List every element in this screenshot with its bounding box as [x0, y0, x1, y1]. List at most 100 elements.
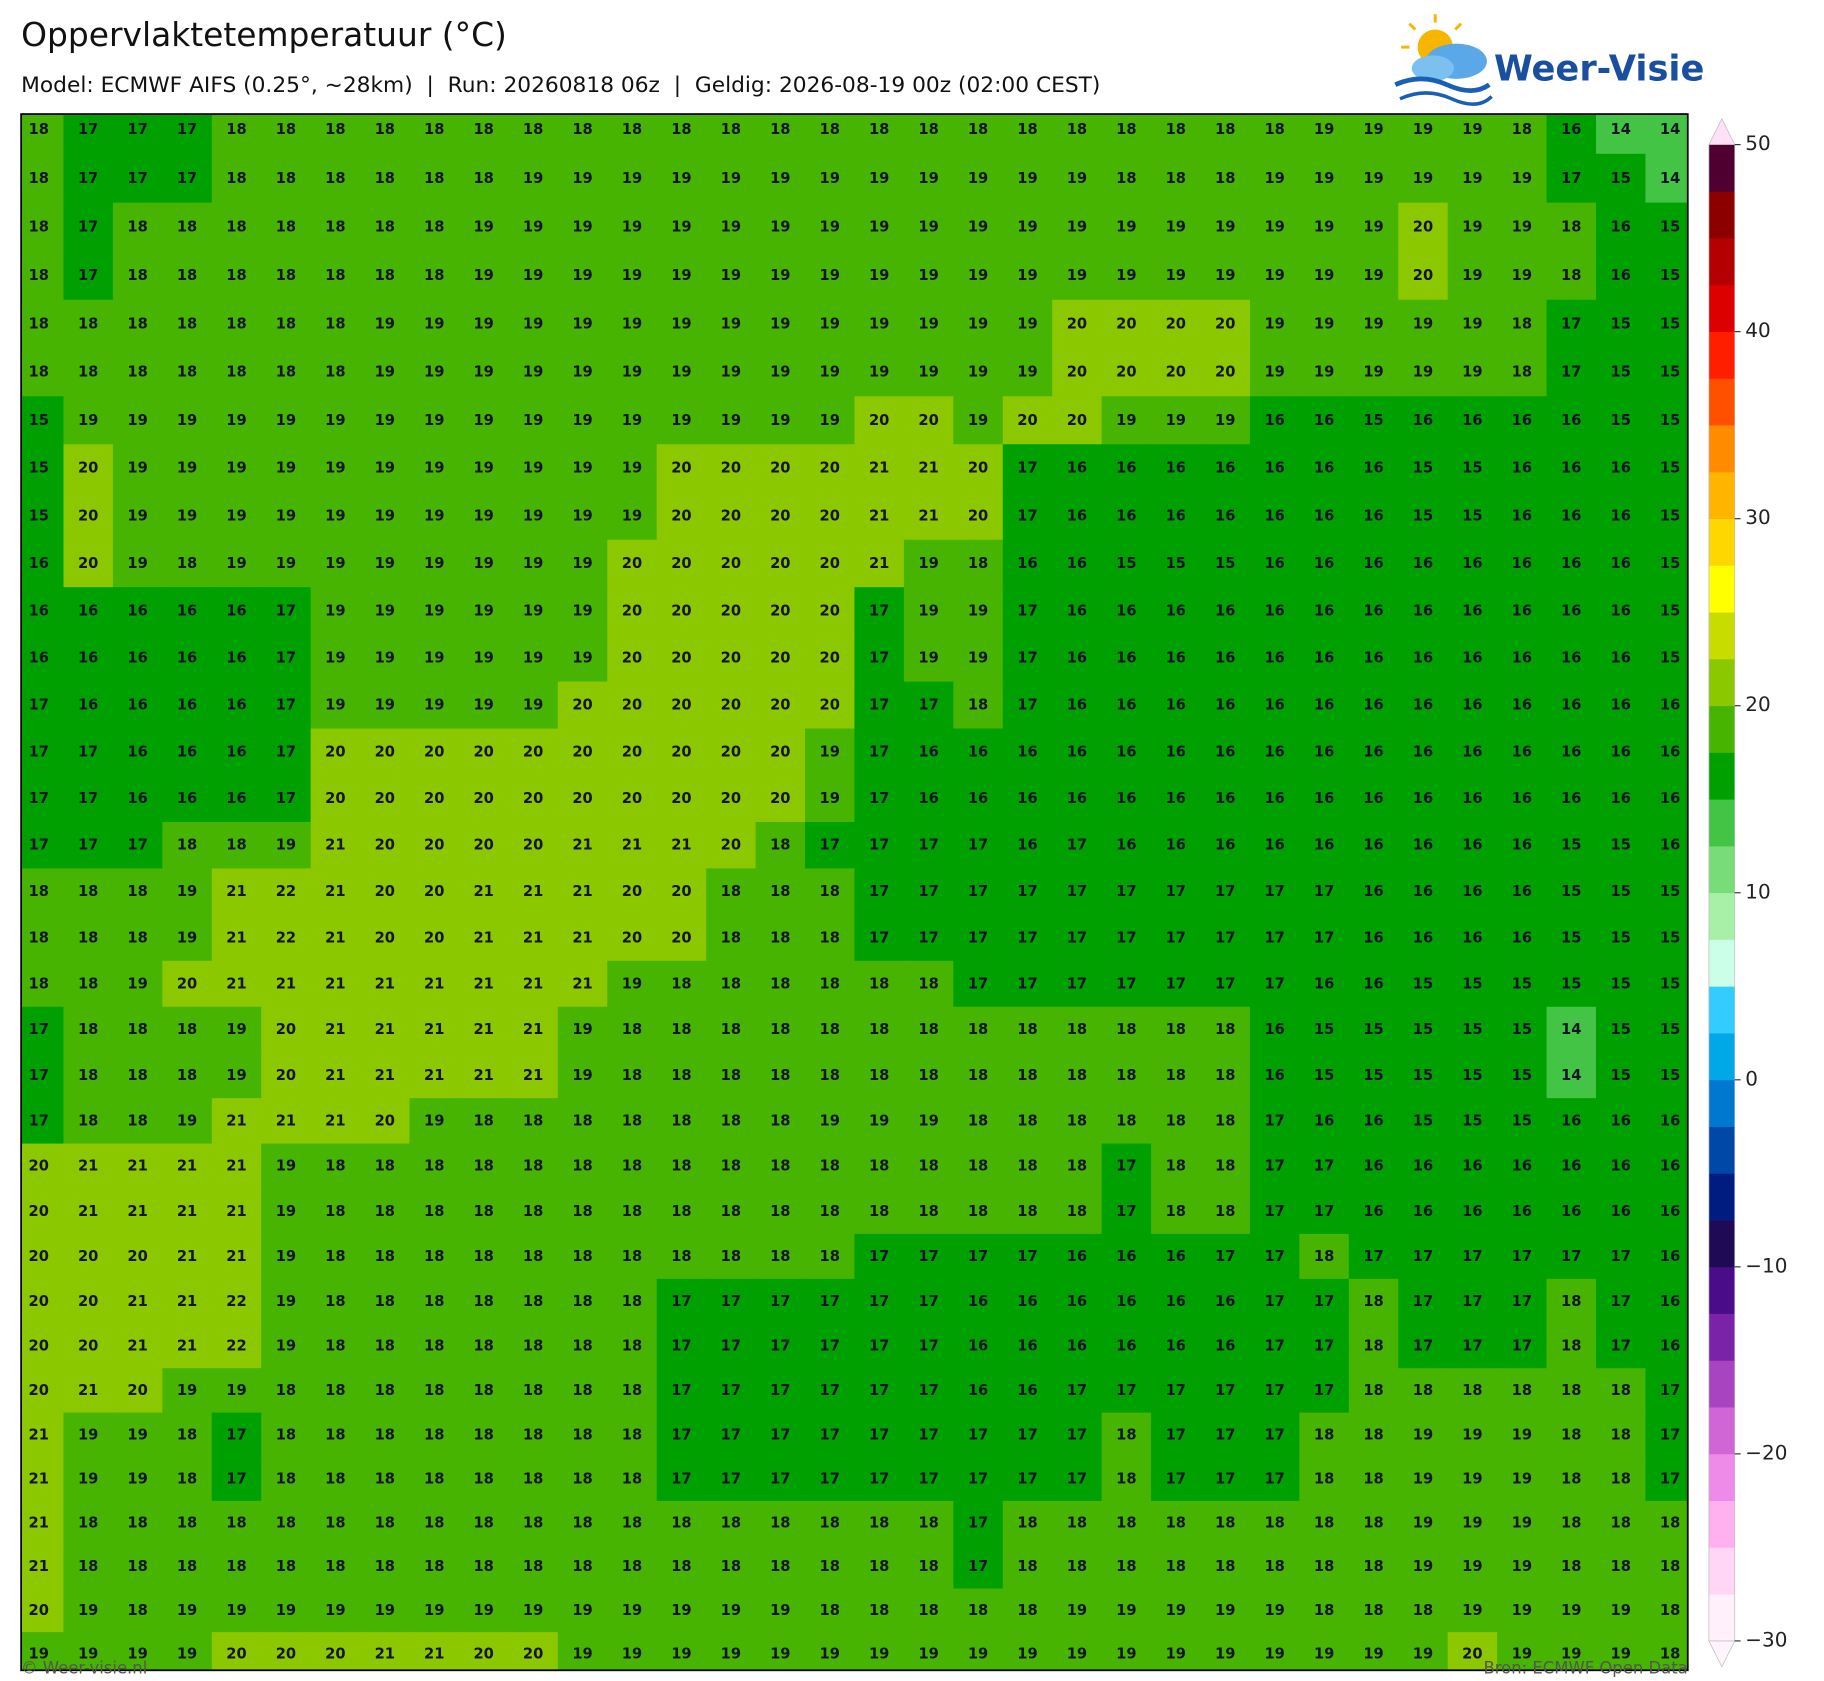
temperature-cell [1398, 539, 1449, 588]
temperature-label: 18 [473, 1203, 493, 1220]
temperature-cell [805, 1632, 856, 1671]
temperature-cell [1447, 1323, 1498, 1369]
colorbar-segment [1708, 565, 1735, 613]
temperature-label: 18 [869, 1558, 889, 1575]
temperature-cell [854, 1456, 905, 1502]
temperature-label: 18 [523, 1558, 543, 1575]
temperature-label: 16 [1116, 1337, 1136, 1354]
temperature-cell [63, 1588, 114, 1633]
temperature-label: 17 [1264, 1337, 1284, 1354]
temperature-cell [1299, 202, 1350, 252]
temperature-label: 17 [918, 929, 938, 946]
temperature-label: 16 [226, 602, 246, 619]
temperature-label: 15 [1363, 1067, 1383, 1084]
temperature-cell [1299, 775, 1350, 823]
temperature-label: 18 [29, 219, 49, 236]
temperature-cell [1151, 634, 1202, 683]
temperature-cell [755, 114, 806, 155]
colorbar-segment [1708, 939, 1735, 987]
temperature-cell [656, 1052, 707, 1099]
temperature-cell [1101, 587, 1152, 636]
temperature-cell [458, 539, 509, 588]
temperature-label: 20 [721, 790, 741, 807]
temperature-cell [1200, 153, 1251, 204]
temperature-label: 16 [1512, 1158, 1532, 1175]
temperature-cell [1052, 914, 1103, 962]
temperature-cell [1595, 1500, 1647, 1546]
temperature-label: 15 [1610, 929, 1630, 946]
temperature-label: 19 [572, 267, 592, 284]
temperature-cell [1101, 1412, 1152, 1458]
temperature-label: 18 [78, 883, 98, 900]
temperature-cell [805, 728, 856, 776]
temperature-cell [1497, 868, 1548, 916]
temperature-cell [1645, 202, 1688, 252]
temperature-cell [1398, 1500, 1449, 1546]
temperature-label: 18 [1067, 1067, 1087, 1084]
temperature-label: 18 [1561, 1426, 1581, 1443]
temperature-label: 15 [1413, 1112, 1433, 1129]
temperature-cell [360, 153, 411, 204]
temperature-cell [360, 1006, 411, 1054]
temperature-label: 21 [29, 1514, 49, 1531]
temperature-cell [1447, 1544, 1498, 1590]
temperature-cell [458, 444, 509, 493]
temperature-label: 16 [1215, 743, 1235, 760]
temperature-cell [656, 1006, 707, 1054]
temperature-label: 18 [572, 121, 592, 138]
temperature-label: 18 [473, 1426, 493, 1443]
temperature-cell [953, 1412, 1004, 1458]
temperature-cell [1447, 114, 1498, 155]
temperature-cell [409, 728, 460, 776]
temperature-label: 16 [1610, 1203, 1630, 1220]
colorbar-segment [1708, 378, 1735, 426]
temperature-label: 18 [1215, 170, 1235, 187]
temperature-cell [1398, 348, 1449, 397]
temperature-label: 19 [968, 315, 988, 332]
temperature-label: 15 [1610, 975, 1630, 992]
temperature-cell [1497, 444, 1548, 493]
temperature-cell [1348, 1098, 1399, 1145]
temperature-cell [1398, 492, 1449, 541]
temperature-label: 20 [1116, 364, 1136, 381]
temperature-label: 20 [770, 743, 790, 760]
temperature-label: 16 [1166, 1248, 1186, 1265]
temperature-label: 16 [1116, 790, 1136, 807]
temperature-label: 21 [325, 837, 345, 854]
temperature-label: 18 [869, 1203, 889, 1220]
temperature-label: 16 [226, 743, 246, 760]
temperature-label: 21 [226, 1203, 246, 1220]
temperature-cell [63, 348, 114, 397]
temperature-label: 19 [968, 267, 988, 284]
temperature-label: 18 [78, 1558, 98, 1575]
temperature-cell [1447, 251, 1498, 301]
temperature-cell [1249, 728, 1300, 776]
temperature-label: 18 [226, 170, 246, 187]
temperature-cell [1348, 681, 1399, 730]
temperature-label: 16 [1314, 975, 1334, 992]
temperature-label: 18 [1363, 1514, 1383, 1531]
temperature-cell [1645, 821, 1688, 870]
temperature-cell [1645, 251, 1688, 301]
temperature-label: 20 [473, 837, 493, 854]
temperature-cell [1249, 1368, 1300, 1414]
temperature-label: 16 [1512, 697, 1532, 714]
temperature-label: 18 [127, 1602, 147, 1619]
temperature-label: 17 [869, 883, 889, 900]
temperature-label: 19 [1363, 267, 1383, 284]
temperature-cell [112, 114, 163, 155]
temperature-cell [1497, 634, 1548, 683]
temperature-label: 19 [622, 170, 642, 187]
temperature-label: 18 [325, 121, 345, 138]
temperature-cell [755, 868, 806, 916]
temperature-cell [1249, 681, 1300, 730]
temperature-label: 18 [177, 315, 197, 332]
temperature-label: 16 [1363, 1112, 1383, 1129]
temperature-label: 16 [1314, 555, 1334, 572]
temperature-label: 17 [721, 1470, 741, 1487]
temperature-label: 16 [1264, 555, 1284, 572]
temperature-cell [112, 1588, 163, 1633]
temperature-label: 20 [721, 837, 741, 854]
temperature-label: 17 [1610, 1293, 1630, 1310]
temperature-label: 17 [968, 1514, 988, 1531]
